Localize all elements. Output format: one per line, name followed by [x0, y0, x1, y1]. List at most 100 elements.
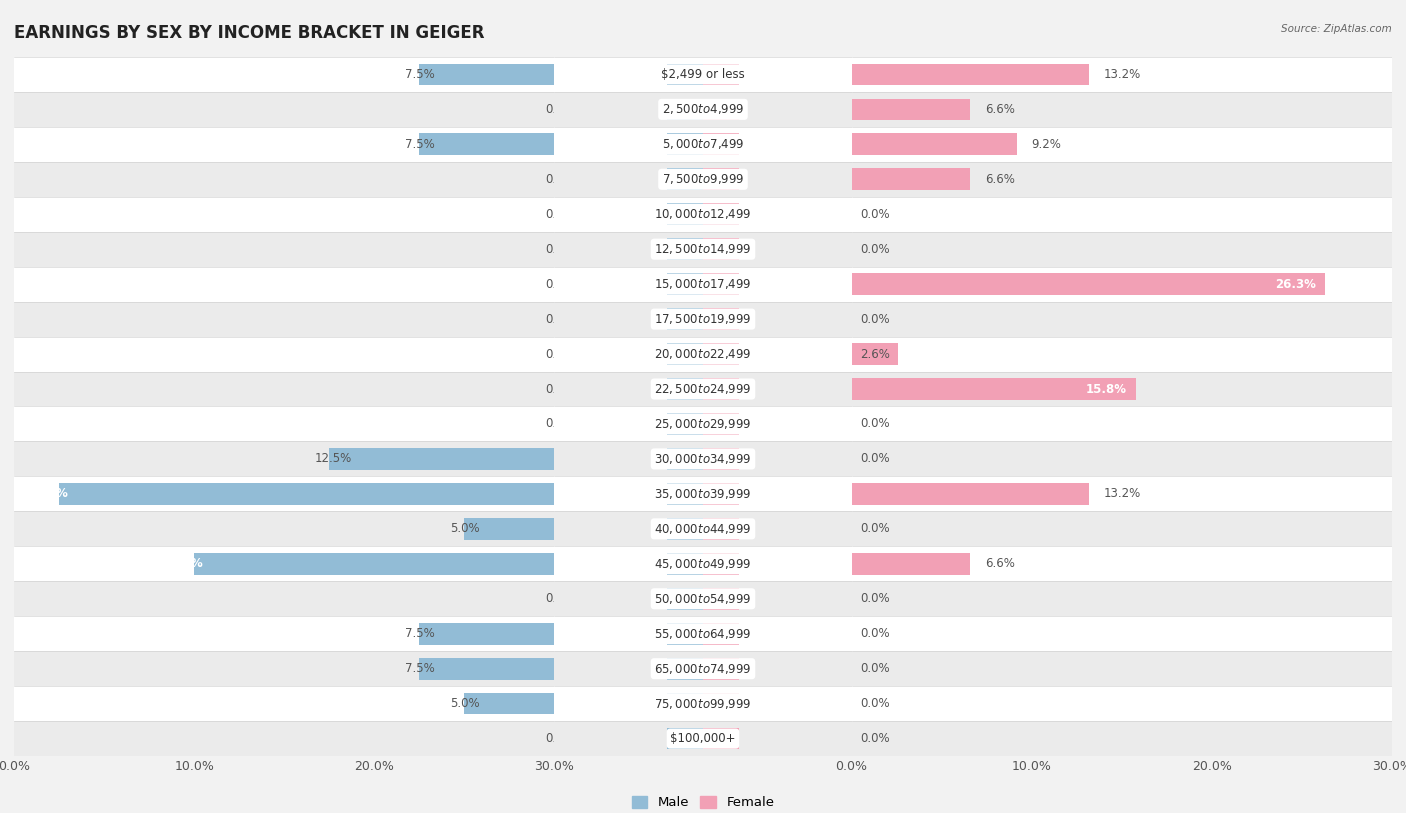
Text: $20,000 to $22,499: $20,000 to $22,499 — [654, 347, 752, 361]
Bar — [0, 441, 1406, 476]
Bar — [668, 203, 703, 225]
Bar — [703, 63, 738, 85]
Text: $22,500 to $24,999: $22,500 to $24,999 — [654, 382, 752, 396]
Bar — [703, 448, 738, 470]
Bar — [0, 616, 1406, 651]
Bar — [703, 553, 738, 575]
Bar — [419, 658, 554, 680]
Bar — [703, 728, 738, 750]
Bar — [668, 658, 703, 680]
Bar — [0, 511, 1406, 546]
Bar — [668, 238, 703, 260]
Bar — [703, 308, 738, 330]
Bar — [852, 343, 898, 365]
Bar — [0, 127, 1406, 162]
Bar — [0, 406, 1406, 441]
Text: 9.2%: 9.2% — [1032, 138, 1062, 150]
Text: 13.2%: 13.2% — [1104, 488, 1142, 500]
Bar — [0, 162, 1406, 197]
Text: 0.0%: 0.0% — [546, 313, 575, 325]
Bar — [703, 413, 738, 435]
Bar — [0, 57, 1406, 92]
Text: $10,000 to $12,499: $10,000 to $12,499 — [654, 207, 752, 221]
Bar — [852, 168, 970, 190]
Bar — [703, 238, 738, 260]
Bar — [668, 168, 703, 190]
Bar — [0, 197, 1406, 232]
Bar — [668, 518, 703, 540]
Text: 0.0%: 0.0% — [546, 278, 575, 290]
Bar — [852, 98, 970, 120]
Text: 0.0%: 0.0% — [860, 698, 890, 710]
Bar — [0, 581, 1406, 616]
Bar — [0, 441, 1406, 476]
Bar — [0, 337, 1406, 372]
Bar — [0, 546, 1406, 581]
Bar — [0, 616, 1406, 651]
Bar — [464, 693, 554, 715]
Bar — [0, 372, 1406, 406]
Bar — [419, 63, 554, 85]
Bar — [852, 63, 1090, 85]
Bar — [668, 63, 703, 85]
Bar — [0, 581, 1406, 616]
Bar — [0, 686, 1406, 721]
Bar — [0, 92, 1406, 127]
Text: $25,000 to $29,999: $25,000 to $29,999 — [654, 417, 752, 431]
Text: EARNINGS BY SEX BY INCOME BRACKET IN GEIGER: EARNINGS BY SEX BY INCOME BRACKET IN GEI… — [14, 24, 485, 42]
Text: $35,000 to $39,999: $35,000 to $39,999 — [654, 487, 752, 501]
Text: 0.0%: 0.0% — [546, 173, 575, 185]
Bar — [703, 168, 738, 190]
Bar — [703, 98, 738, 120]
Bar — [0, 92, 1406, 127]
Bar — [0, 476, 1406, 511]
Bar — [0, 441, 1406, 476]
Bar — [668, 728, 703, 750]
Bar — [0, 651, 1406, 686]
Text: 0.0%: 0.0% — [860, 593, 890, 605]
Bar — [703, 483, 738, 505]
Text: 5.0%: 5.0% — [450, 698, 479, 710]
Text: 0.0%: 0.0% — [546, 383, 575, 395]
Text: 0.0%: 0.0% — [860, 733, 890, 745]
Bar — [0, 232, 1406, 267]
Bar — [0, 337, 1406, 372]
Text: 6.6%: 6.6% — [984, 103, 1015, 115]
Bar — [703, 133, 738, 155]
Bar — [668, 448, 703, 470]
Text: 0.0%: 0.0% — [546, 348, 575, 360]
Bar — [0, 651, 1406, 686]
Text: 0.0%: 0.0% — [860, 628, 890, 640]
Bar — [852, 273, 1326, 295]
Bar — [668, 483, 703, 505]
Bar — [0, 302, 1406, 337]
Text: $75,000 to $99,999: $75,000 to $99,999 — [654, 697, 752, 711]
Bar — [419, 133, 554, 155]
Text: 2.6%: 2.6% — [860, 348, 890, 360]
Bar — [852, 553, 970, 575]
Bar — [0, 546, 1406, 581]
Bar — [668, 273, 703, 295]
Text: $55,000 to $64,999: $55,000 to $64,999 — [654, 627, 752, 641]
Text: $2,500 to $4,999: $2,500 to $4,999 — [662, 102, 744, 116]
Text: 0.0%: 0.0% — [546, 733, 575, 745]
Bar — [0, 686, 1406, 721]
Bar — [0, 92, 1406, 127]
Text: 0.0%: 0.0% — [860, 523, 890, 535]
Legend: Male, Female: Male, Female — [626, 791, 780, 813]
Bar — [668, 308, 703, 330]
Bar — [0, 372, 1406, 406]
Bar — [703, 203, 738, 225]
Bar — [668, 98, 703, 120]
Text: 0.0%: 0.0% — [860, 663, 890, 675]
Bar — [703, 658, 738, 680]
Bar — [703, 518, 738, 540]
Text: $5,000 to $7,499: $5,000 to $7,499 — [662, 137, 744, 151]
Bar — [0, 197, 1406, 232]
Text: 26.3%: 26.3% — [1275, 278, 1316, 290]
Bar — [0, 267, 1406, 302]
Text: 0.0%: 0.0% — [546, 208, 575, 220]
Text: 6.6%: 6.6% — [984, 173, 1015, 185]
Bar — [0, 546, 1406, 581]
Text: $2,499 or less: $2,499 or less — [661, 68, 745, 80]
